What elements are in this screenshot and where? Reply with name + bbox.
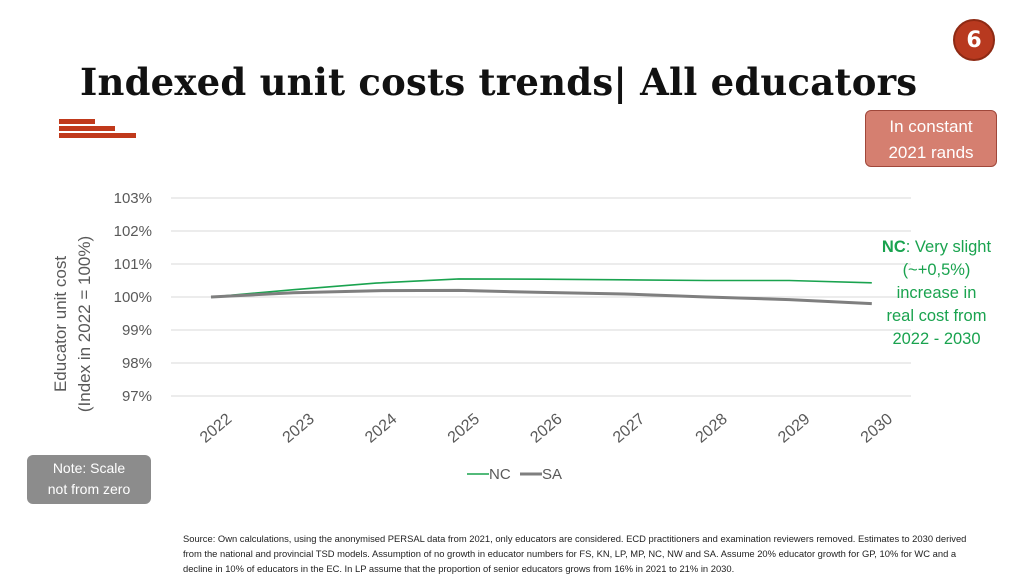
legend: NC SA — [467, 466, 562, 483]
legend-label-sa: SA — [542, 466, 562, 483]
page-number-badge: 6 — [953, 19, 995, 61]
annotation-bold: NC — [881, 238, 906, 256]
grid-lines — [171, 197, 911, 397]
y-tick-label: 99% — [122, 322, 152, 339]
annotation-line1: : Very slight — [905, 238, 992, 256]
y-tick-label: 100% — [114, 289, 152, 306]
x-tick-label: 2024 — [362, 411, 400, 447]
annotation-line4: real cost from — [886, 307, 987, 325]
page-title: Indexed unit costs trends| All educators — [80, 60, 918, 104]
x-tick-label: 2029 — [775, 411, 813, 447]
y-axis-label-line1: Educator unit cost — [51, 256, 70, 392]
note-line1: Note: Scale — [52, 460, 126, 476]
series-line-nc — [210, 278, 872, 298]
series-lines — [210, 278, 872, 306]
badge-line2: 2021 rands — [888, 143, 974, 162]
annotation-line2: (~+0,5%) — [902, 261, 971, 279]
x-tick-label: 2025 — [445, 411, 483, 447]
annotation-line5: 2022 - 2030 — [892, 330, 981, 348]
badge-line1: In constant — [889, 117, 973, 136]
y-tick-label: 98% — [122, 355, 152, 372]
x-tick-label: 2022 — [197, 411, 235, 447]
nc-annotation: NC: Very slight (~+0,5%) increase in rea… — [870, 236, 1003, 351]
legend-label-nc: NC — [489, 466, 511, 483]
x-tick-label: 2023 — [280, 411, 318, 447]
decorative-bars — [59, 119, 136, 140]
x-tick-label: 2027 — [610, 411, 648, 447]
x-tick-label: 2030 — [858, 411, 896, 447]
series-line-sa — [210, 288, 872, 306]
note-line2: not from zero — [47, 481, 131, 497]
y-axis-label-line2: (Index in 2022 = 100%) — [75, 236, 94, 412]
y-tick-label: 103% — [114, 190, 152, 207]
y-tick-labels: 97% 98% 99% 100% 101% 102% 103% — [114, 190, 152, 405]
y-tick-label: 102% — [114, 223, 152, 240]
scale-note: Note: Scale not from zero — [27, 455, 151, 504]
constant-rands-badge: In constant 2021 rands — [865, 110, 997, 167]
x-tick-labels: 2022 2023 2024 2025 2026 2027 2028 2029 2030 — [197, 411, 896, 447]
x-tick-label: 2026 — [527, 411, 565, 447]
annotation-line3: increase in — [896, 284, 977, 302]
x-tick-label: 2028 — [693, 411, 731, 447]
y-tick-label: 97% — [122, 388, 152, 405]
y-tick-label: 101% — [114, 256, 152, 273]
source-text: Source: Own calculations, using the anon… — [183, 533, 967, 574]
